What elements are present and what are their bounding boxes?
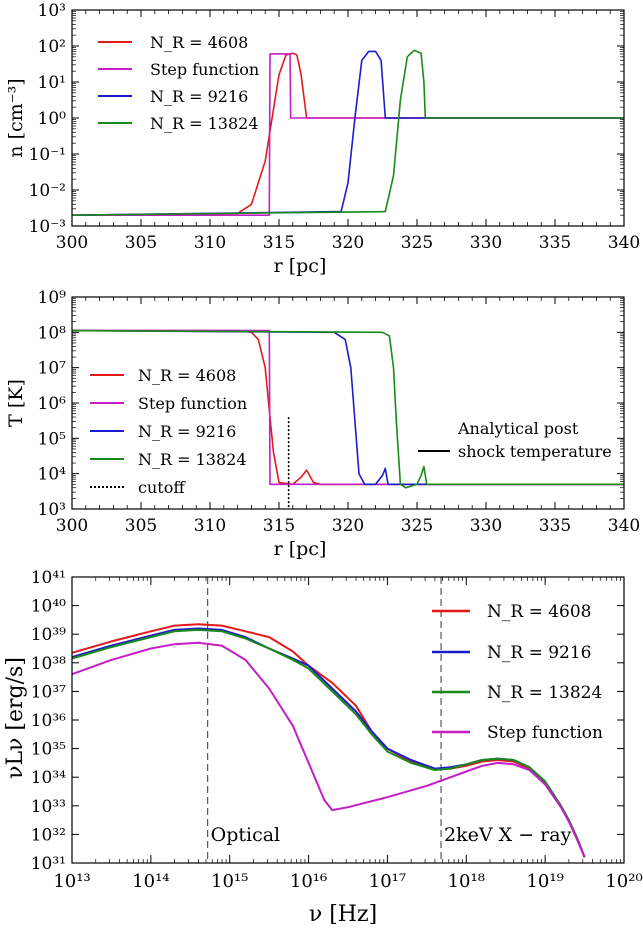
density-plot-area: 300 305 310 315 320 325 330 335 340 10⁻³ 10⁻² 10⁻¹ 1… [29, 1, 641, 253]
density-y-tick-label: 10⁻¹ [29, 145, 66, 165]
sed-y-tick-label: 10³⁷ [31, 682, 66, 702]
density-axes-frame [71, 9, 625, 227]
sed-axes-frame [71, 576, 625, 864]
density-y-tick-label: 10⁻² [29, 181, 66, 201]
sed-legend-label-4608: N_R = 4608 [487, 602, 592, 622]
analytical-annotation: Analytical post shock temperature [418, 419, 612, 461]
sed-x-tick-label: 10¹⁹ [526, 871, 563, 892]
density-legend-label-4608: N_R = 4608 [150, 33, 248, 52]
temperature-series-n-r-4608 [72, 329, 624, 486]
density-legend: N_R = 4608 Step function N_R = 9216 N_R … [98, 33, 259, 133]
sed-series-n-r-13824 [71, 628, 586, 858]
temperature-x-tick-label: 325 [401, 516, 433, 536]
density-series-n-r-4608 [71, 52, 624, 216]
temperature-panel: 300 305 310 315 320 325 330 335 340 10³ 10⁴ 10⁵ 10⁶ 1… [5, 288, 640, 560]
sed-y-tick-label: 10³³ [31, 797, 66, 817]
density-x-tick-label: 335 [539, 233, 571, 253]
temperature-legend-label-step: Step function [138, 394, 247, 413]
sed-x-tick-label: 10¹⁴ [132, 871, 169, 892]
sed-annotation-optical: Optical [211, 824, 280, 846]
density-panel: 300 305 310 315 320 325 330 335 340 10⁻³ 10⁻² 10⁻¹ 1… [5, 1, 640, 277]
sed-panel: 10¹³ 10¹⁴ 10¹⁵ 10¹⁶ 10¹⁷ 10¹⁸ 10¹⁹ 10²⁰ 10³¹ 10³²… [3, 568, 643, 927]
sed-series-step-function [71, 641, 586, 858]
density-series-n-r-9216 [71, 50, 624, 216]
sed-y-tick-label: 10⁴⁰ [31, 597, 66, 617]
temperature-x-tick-label: 300 [56, 516, 88, 536]
temperature-x-tick-label: 320 [332, 516, 364, 536]
temperature-x-tick-label: 315 [263, 516, 295, 536]
sed-y-tick-label: 10³⁶ [31, 711, 66, 731]
temperature-y-tick-label: 10³ [38, 500, 66, 520]
density-y-tick-label: 10⁰ [38, 109, 67, 129]
density-series-n-r-13824 [71, 49, 624, 216]
sed-x-tick-label: 10¹³ [53, 871, 90, 892]
density-x-tick-label: 340 [608, 233, 640, 253]
density-x-tick-label: 300 [56, 233, 88, 253]
temperature-y-tick-label: 10⁵ [38, 429, 67, 449]
density-legend-label-13824: N_R = 13824 [150, 114, 259, 133]
temperature-axes-frame [71, 296, 625, 510]
temperature-y-tick-label: 10⁶ [38, 394, 67, 414]
sed-y-tick-label: 10⁴¹ [31, 568, 66, 588]
temperature-x-tick-label: 330 [470, 516, 502, 536]
sed-x-tick-label: 10¹⁵ [211, 871, 248, 892]
density-legend-label-9216: N_R = 9216 [150, 87, 248, 106]
sed-legend: N_R = 4608 N_R = 9216 N_R = 13824 Step f… [432, 602, 603, 743]
temperature-x-tick-label: 310 [194, 516, 226, 536]
sed-x-axis-label: ν [Hz] [309, 902, 377, 927]
density-x-axis-label: r [pc] [274, 255, 327, 277]
temperature-series-n-r-9216 [71, 329, 624, 486]
density-y-tick-label: 10⁻³ [29, 217, 66, 237]
sed-x-tick-label: 10²⁰ [605, 871, 642, 892]
density-y-tick-label: 10¹ [38, 73, 66, 93]
temperature-y-tick-label: 10⁸ [38, 323, 67, 343]
temperature-x-tick-label: 305 [125, 516, 157, 536]
analytical-label-line2: shock temperature [458, 442, 612, 461]
temperature-legend-label-13824: N_R = 13824 [138, 450, 247, 469]
temperature-plot-area: 300 305 310 315 320 325 330 335 340 10³ 10⁴ 10⁵ 10⁶ 1… [38, 288, 641, 536]
temperature-y-tick-label: 10⁹ [38, 288, 67, 308]
sed-y-tick-label: 10³⁸ [31, 654, 66, 674]
analytical-label-line1: Analytical post [457, 419, 579, 438]
sed-x-tick-label: 10¹⁸ [448, 871, 485, 892]
temperature-legend-label-9216: N_R = 9216 [138, 422, 236, 441]
sed-x-tick-label: 10¹⁶ [290, 871, 327, 892]
temperature-y-tick-label: 10⁷ [38, 359, 67, 379]
density-y-tick-label: 10³ [38, 1, 66, 21]
temperature-legend-label-cutoff: cutoff [138, 478, 186, 497]
sed-y-tick-label: 10³⁴ [31, 768, 66, 788]
density-x-tick-label: 305 [125, 233, 157, 253]
sed-y-tick-label: 10³⁵ [31, 740, 66, 760]
density-x-tick-label: 325 [401, 233, 433, 253]
density-y-axis-label: n [cm⁻³] [5, 78, 27, 157]
sed-plot-area: 10¹³ 10¹⁴ 10¹⁵ 10¹⁶ 10¹⁷ 10¹⁸ 10¹⁹ 10²⁰ 10³¹ 10³²… [31, 568, 643, 892]
temperature-x-tick-label: 335 [539, 516, 571, 536]
density-x-tick-label: 315 [263, 233, 295, 253]
sed-y-tick-label: 10³¹ [31, 854, 66, 874]
sed-legend-label-9216: N_R = 9216 [487, 643, 592, 663]
sed-x-tick-label: 10¹⁷ [369, 871, 406, 892]
temperature-series-n-r-13824 [71, 329, 624, 489]
density-x-tick-label: 330 [470, 233, 502, 253]
sed-annotation-2kev-x-ray: 2keV X − ray [444, 824, 572, 846]
density-y-tick-label: 10² [38, 37, 66, 57]
density-x-tick-label: 320 [332, 233, 364, 253]
sed-legend-label-13824: N_R = 13824 [487, 683, 602, 703]
sed-legend-label-step: Step function [487, 723, 603, 743]
temperature-legend-label-4608: N_R = 4608 [138, 366, 236, 385]
temperature-x-tick-label: 340 [608, 516, 640, 536]
temperature-y-tick-label: 10⁴ [38, 465, 67, 485]
density-legend-label-step: Step function [150, 60, 259, 79]
sed-y-tick-label: 10³² [31, 825, 66, 845]
density-series-step-function [72, 53, 624, 216]
density-x-tick-label: 310 [194, 233, 226, 253]
sed-y-axis-label: νLν [erg/s] [3, 657, 28, 779]
temperature-x-axis-label: r [pc] [274, 538, 327, 560]
temperature-y-axis-label: T [K] [5, 379, 27, 427]
sed-y-tick-label: 10³⁹ [31, 625, 66, 645]
temperature-legend: N_R = 4608 Step function N_R = 9216 N_R … [90, 366, 247, 497]
